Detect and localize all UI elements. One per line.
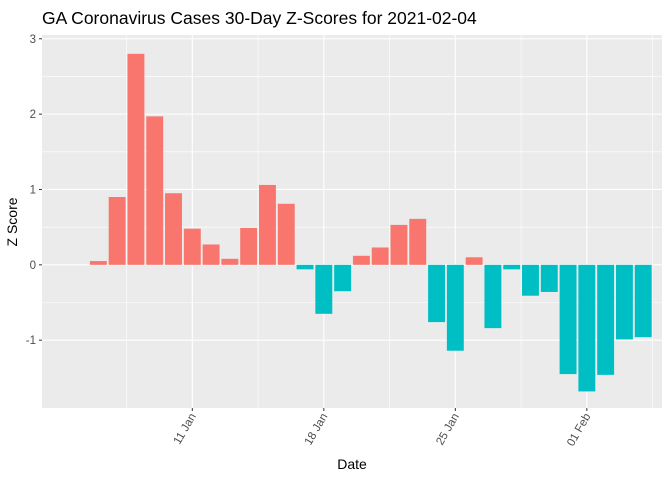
bar bbox=[634, 264, 652, 338]
bar bbox=[183, 228, 201, 265]
y-tick-label: 1 bbox=[30, 184, 36, 196]
y-tick-label: -1 bbox=[26, 335, 36, 347]
bar bbox=[315, 264, 333, 314]
y-tick-label: 2 bbox=[30, 109, 36, 121]
bar bbox=[484, 264, 502, 329]
bars bbox=[89, 53, 652, 392]
x-tick-label: 25 Jan bbox=[434, 412, 462, 448]
bar bbox=[352, 255, 370, 265]
x-tick-label: 18 Jan bbox=[303, 412, 331, 448]
bar bbox=[146, 116, 164, 265]
bar bbox=[559, 264, 577, 375]
bar bbox=[296, 264, 314, 270]
bar bbox=[390, 224, 408, 265]
chart-title: GA Coronavirus Cases 30-Day Z-Scores for… bbox=[42, 8, 477, 28]
bar bbox=[409, 218, 427, 265]
y-tick-label: 3 bbox=[30, 34, 36, 46]
bar bbox=[127, 53, 145, 265]
bar bbox=[165, 193, 182, 265]
bar bbox=[540, 264, 558, 292]
x-tick-label: 01 Feb bbox=[565, 412, 593, 449]
plot-panel bbox=[42, 35, 662, 408]
x-axis-title: Date bbox=[337, 456, 367, 472]
bar bbox=[240, 227, 258, 265]
bar bbox=[578, 264, 596, 392]
y-axis-title: Z Score bbox=[4, 197, 20, 246]
bar bbox=[522, 264, 539, 296]
bar bbox=[259, 184, 276, 265]
bar bbox=[334, 264, 352, 292]
y-tick-label: 0 bbox=[30, 260, 36, 272]
y-axis: -1 0 1 2 3 bbox=[26, 34, 42, 347]
bar bbox=[202, 244, 220, 265]
bar bbox=[371, 247, 389, 265]
bar bbox=[503, 264, 521, 270]
bar bbox=[465, 257, 483, 265]
bar bbox=[277, 203, 295, 265]
bar bbox=[597, 264, 615, 375]
minor-gridlines bbox=[42, 35, 662, 408]
bar bbox=[428, 264, 445, 323]
x-axis: 11 Jan 18 Jan 25 Jan 01 Feb bbox=[172, 408, 593, 449]
bar bbox=[446, 264, 464, 351]
bar bbox=[615, 264, 633, 340]
x-tick-label: 11 Jan bbox=[172, 412, 199, 447]
bar bbox=[89, 261, 107, 265]
bar bbox=[108, 197, 126, 265]
bar bbox=[221, 258, 239, 265]
major-gridlines bbox=[42, 35, 662, 408]
